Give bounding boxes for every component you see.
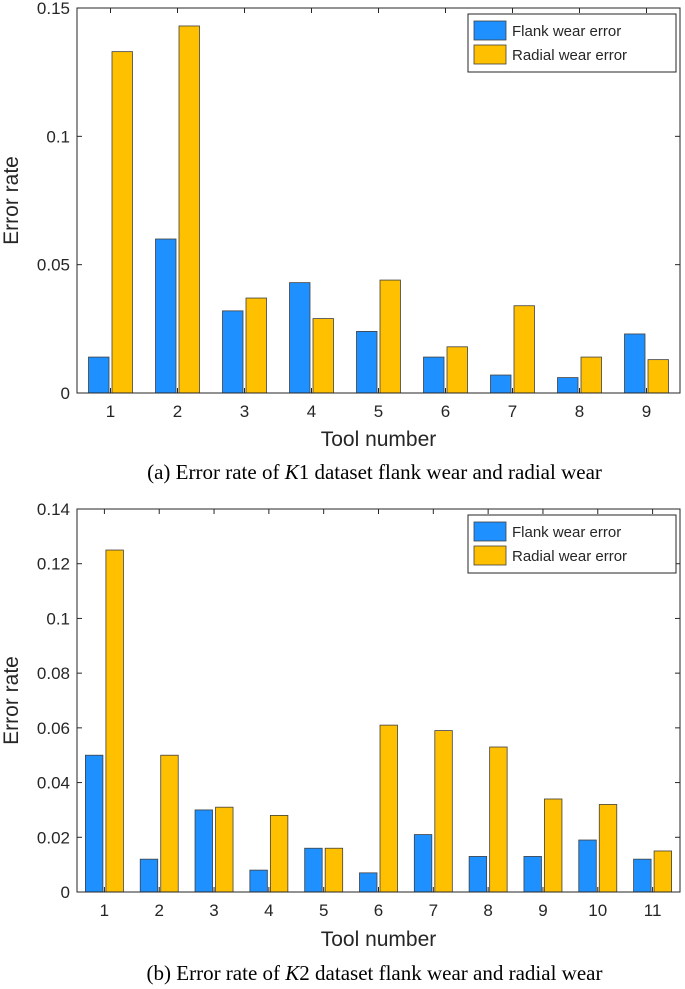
legend-swatch-radial [473, 44, 507, 65]
y-tick-label: 0.12 [37, 555, 70, 574]
x-tick-label: 9 [642, 402, 651, 421]
y-tick-label: 0 [61, 384, 70, 403]
bar-flank-wear-10 [578, 839, 597, 893]
bar-radial-wear-9 [647, 359, 669, 394]
bar-radial-wear-7 [434, 730, 453, 893]
bar-flank-wear-8 [468, 856, 488, 893]
figure-caption: (a) Error rate of K1 dataset flank wear … [147, 460, 602, 484]
bar-flank-wear-3 [222, 310, 244, 394]
x-tick-label: 8 [575, 402, 584, 421]
y-axis-label: Error rate [0, 156, 23, 245]
legend-label-flank: Flank wear error [512, 23, 621, 40]
bar-flank-wear-6 [423, 356, 445, 394]
figure-caption: (b) Error rate of K2 dataset flank wear … [147, 961, 603, 985]
bar-radial-wear-2 [160, 754, 179, 893]
bar-flank-wear-8 [557, 377, 579, 394]
caption-dataset-letter: K [284, 961, 300, 985]
caption-prefix: (b) Error rate of [147, 961, 286, 985]
x-tick-label: 5 [374, 402, 383, 421]
y-axis-label: Error rate [0, 656, 23, 745]
x-axis-label: Tool number [321, 428, 437, 451]
bar-radial-wear-3 [215, 806, 234, 893]
x-tick-label: 6 [441, 402, 450, 421]
bar-radial-wear-9 [544, 798, 563, 893]
x-tick-label: 4 [264, 901, 273, 920]
legend-swatch-radial [473, 545, 507, 566]
bar-radial-wear-6 [379, 724, 398, 893]
x-tick-label: 10 [588, 901, 607, 920]
bar-flank-wear-9 [523, 856, 542, 893]
x-tick-label: 1 [100, 901, 109, 920]
chart-a: 1 2 3 4 5 6 7 8 9 0 0.05 0.1 0.15 Tool number Error ra… [0, 0, 681, 484]
y-tick-label: 0.1 [46, 609, 70, 628]
bar-flank-wear-5 [304, 847, 323, 893]
bar-flank-wear-2 [139, 858, 159, 893]
x-tick-label: 4 [307, 402, 316, 421]
x-tick-label: 3 [240, 402, 249, 421]
bar-flank-wear-4 [249, 869, 268, 893]
bar-flank-wear-1 [85, 754, 104, 893]
y-tick-label: 0.15 [37, 0, 70, 18]
x-tick-label: 9 [538, 901, 547, 920]
bar-radial-wear-11 [653, 850, 672, 893]
bar-flank-wear-6 [359, 872, 378, 893]
bar-radial-wear-4 [312, 318, 334, 394]
x-tick-label: 2 [173, 402, 182, 421]
y-tick-label: 0.05 [37, 256, 70, 275]
y-tick-label: 0.06 [37, 719, 70, 738]
legend: Flank wear error Radial wear error [467, 514, 677, 574]
bar-flank-wear-7 [490, 374, 512, 394]
y-tick-label: 0.08 [37, 664, 70, 683]
bar-radial-wear-1 [111, 51, 133, 394]
bar-radial-wear-8 [580, 356, 602, 394]
caption-suffix: 2 dataset flank wear and radial wear [299, 961, 602, 985]
bar-radial-wear-8 [489, 746, 508, 893]
bar-radial-wear-3 [245, 297, 267, 394]
bar-radial-wear-7 [513, 305, 535, 394]
x-tick-label: 11 [644, 901, 662, 920]
legend-label-radial: Radial wear error [512, 548, 627, 565]
chart-b: 1 2 3 4 5 6 7 8 9 10 11 0 0.02 0.04 0.06 0.08 0.1 0.12 0.1… [0, 500, 681, 985]
legend-label-radial: Radial wear error [512, 47, 627, 64]
x-tick-label: 7 [508, 402, 517, 421]
bar-flank-wear-7 [413, 834, 433, 893]
bar-radial-wear-2 [178, 25, 200, 394]
caption-suffix: 1 dataset flank wear and radial wear [299, 460, 602, 484]
y-tick-label: 0 [61, 883, 70, 902]
legend-label-flank: Flank wear error [512, 524, 621, 541]
x-tick-label: 8 [483, 901, 492, 920]
legend: Flank wear error Radial wear error [467, 13, 677, 73]
legend-swatch-flank [473, 20, 507, 41]
x-tick-label: 6 [374, 901, 383, 920]
bar-flank-wear-3 [194, 809, 213, 893]
bar-flank-wear-2 [155, 238, 177, 394]
bar-radial-wear-6 [446, 346, 468, 394]
bar-flank-wear-9 [624, 333, 646, 394]
bar-radial-wear-5 [324, 847, 344, 893]
y-tick-label: 0.1 [46, 127, 70, 146]
caption-prefix: (a) Error rate of [147, 460, 285, 484]
bar-flank-wear-11 [633, 858, 652, 893]
x-tick-label: 5 [319, 901, 328, 920]
x-tick-label: 7 [429, 901, 438, 920]
y-tick-label: 0.02 [37, 828, 70, 847]
bar-radial-wear-5 [379, 279, 401, 394]
x-tick-label: 3 [209, 901, 218, 920]
x-axis-label: Tool number [321, 928, 437, 951]
bar-radial-wear-1 [105, 549, 124, 893]
x-tick-label: 2 [154, 901, 163, 920]
caption-dataset-letter: K [284, 460, 300, 484]
bar-flank-wear-5 [356, 330, 378, 394]
bar-radial-wear-4 [269, 815, 289, 893]
bar-flank-wear-1 [88, 356, 110, 394]
bar-radial-wear-10 [598, 804, 618, 893]
y-tick-label: 0.04 [37, 774, 70, 793]
y-tick-label: 0.14 [37, 500, 70, 519]
bar-flank-wear-4 [289, 282, 311, 394]
legend-swatch-flank [473, 521, 507, 542]
x-tick-label: 1 [106, 402, 115, 421]
